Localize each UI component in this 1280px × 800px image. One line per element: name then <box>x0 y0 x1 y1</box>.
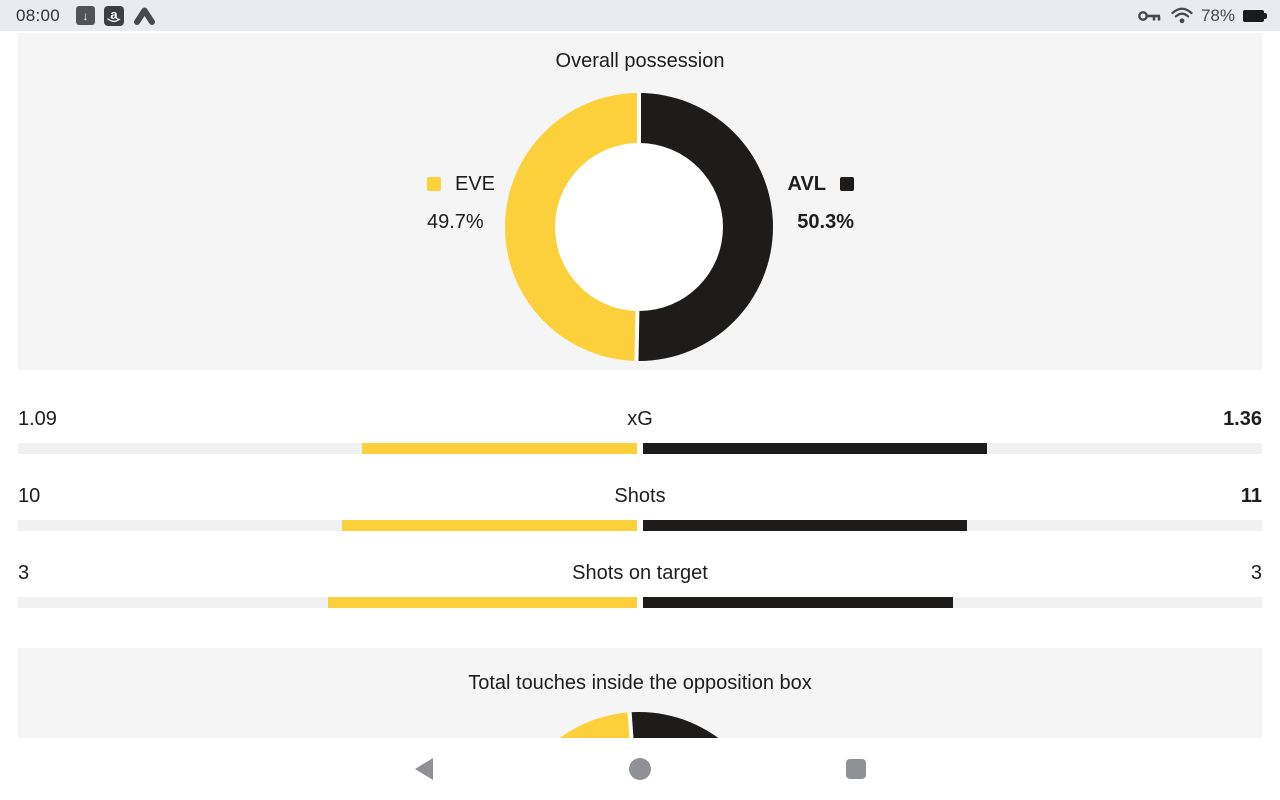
home-circle-icon <box>629 758 651 780</box>
recents-button[interactable] <box>816 738 896 800</box>
stat-away-value: 11 <box>1240 485 1262 507</box>
away-bar-fill <box>643 597 953 608</box>
status-right-icons: 78% <box>1137 5 1267 26</box>
home-bar-fill <box>327 597 637 608</box>
home-bar-track <box>18 443 637 454</box>
stat-label: xG <box>627 408 653 430</box>
home-bar-fill <box>342 520 637 531</box>
away-team-code: AVL <box>787 173 826 195</box>
away-bar-track <box>643 520 1262 531</box>
stat-label: Shots on target <box>572 562 708 584</box>
home-bar-track <box>18 520 637 531</box>
wifi-icon <box>1171 7 1193 24</box>
away-bar-fill <box>643 443 987 454</box>
recents-square-icon <box>846 759 866 779</box>
nav-bar <box>0 738 1280 800</box>
possession-panel: Overall possession EVE 49.7% AVL 50.3% <box>18 33 1262 370</box>
possession-legend-home: EVE 49.7% <box>427 170 495 236</box>
home-color-swatch <box>427 177 441 191</box>
key-icon <box>1138 10 1161 21</box>
stat-label: Shots <box>614 485 666 507</box>
battery-icon <box>1243 9 1267 22</box>
away-possession-pct: 50.3% <box>797 211 854 233</box>
touches-panel: Total touches inside the opposition box <box>18 648 1262 738</box>
home-button[interactable] <box>600 738 680 800</box>
possession-legend-away: AVL 50.3% <box>787 170 854 236</box>
away-color-swatch <box>840 177 854 191</box>
download-icon: ↓ <box>76 6 96 25</box>
home-possession-pct: 49.7% <box>427 211 484 233</box>
home-team-code: EVE <box>455 173 496 195</box>
donut-gap-bottom <box>634 226 641 362</box>
donut-gap-top <box>627 712 641 738</box>
away-bar-fill <box>643 520 968 531</box>
amazon-smile-icon <box>107 18 121 23</box>
home-bar-fill <box>361 443 637 454</box>
stat-home-value: 3 <box>18 562 30 584</box>
stat-away-value: 1.36 <box>1223 408 1262 430</box>
away-bar-track <box>643 597 1262 608</box>
stat-away-value: 3 <box>1250 562 1262 584</box>
battery-percent: 78% <box>1200 5 1235 25</box>
status-bar: 08:00 ↓ a <box>0 0 1280 31</box>
stat-row: 3 Shots on target 3 <box>18 558 1262 618</box>
touches-donut <box>505 712 773 738</box>
possession-donut <box>505 93 773 362</box>
donut-gap-top <box>637 93 641 227</box>
caret-icon <box>134 7 156 25</box>
stat-row: 1.09 xG 1.36 <box>18 404 1262 464</box>
possession-title: Overall possession <box>555 50 725 72</box>
stat-row: 10 Shots 11 <box>18 481 1262 541</box>
home-bar-track <box>18 597 637 608</box>
status-left-icons: ↓ a <box>76 5 156 26</box>
amazon-icon: a <box>104 5 125 26</box>
touches-title: Total touches inside the opposition box <box>468 672 812 694</box>
stat-home-value: 10 <box>18 485 41 507</box>
back-triangle-icon <box>415 758 433 780</box>
status-time: 08:00 <box>16 5 61 25</box>
stat-home-value: 1.09 <box>18 408 57 430</box>
back-button[interactable] <box>384 738 464 800</box>
away-bar-track <box>643 443 1262 454</box>
